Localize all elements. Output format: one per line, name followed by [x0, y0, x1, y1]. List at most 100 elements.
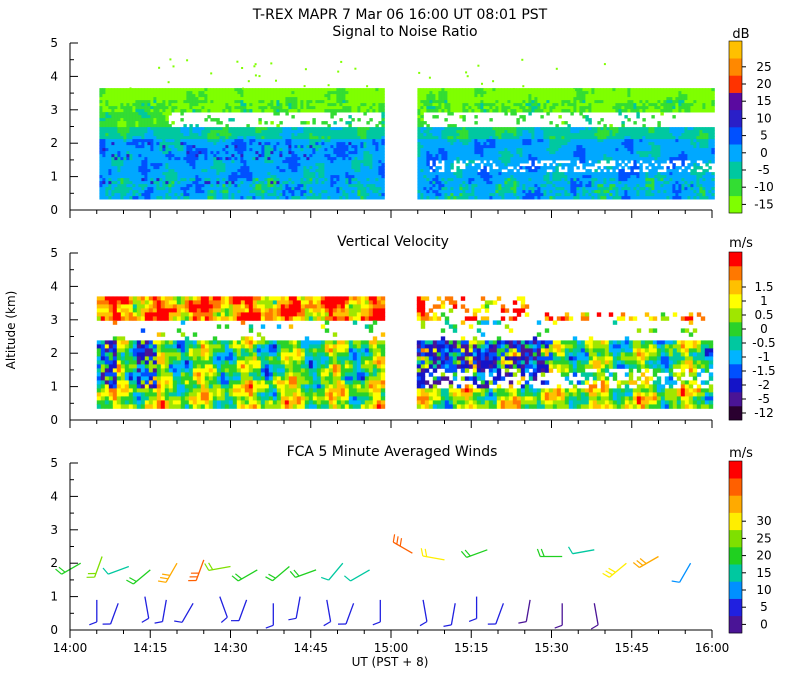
colorbar-swatch: [729, 378, 742, 393]
colorbar-swatch: [729, 495, 742, 513]
wind-barb-1-12: [422, 599, 428, 622]
y-tick-label: 3: [50, 103, 58, 117]
colorbar-tick-label: 5: [760, 129, 768, 143]
wind-barb-0-5: [195, 559, 205, 581]
wind-barb-0-4: [165, 562, 178, 583]
x-axis-label: UT (PST + 8): [352, 655, 429, 669]
colorbar-tick-label: 1.5: [754, 280, 773, 294]
colorbar-swatch: [729, 308, 742, 323]
velocity-panel: Vertical Velocity 0 1 2 3 4 5 m/s -12-5-2-1.5…: [50, 234, 776, 428]
colorbar-swatch: [729, 322, 742, 337]
colorbar-tick-label: 10: [756, 583, 771, 597]
colorbar-swatch: [729, 127, 742, 145]
colorbar-tick-label: -5: [758, 163, 770, 177]
wind-barb-1-4: [181, 602, 194, 623]
colorbar-tick-label: 20: [756, 549, 771, 563]
wind-barb-0-19: [679, 562, 692, 583]
velocity-colorbar: -12-5-2-1.5-1-0.500.511.5: [728, 251, 776, 421]
x-tick-label: 15:00: [374, 641, 409, 655]
wind-barb-0-13: [422, 555, 445, 561]
colorbar-swatch: [729, 564, 742, 582]
wind-barb-1-1: [109, 603, 119, 625]
colorbar-swatch: [729, 92, 742, 111]
colorbar-tick-label: -1: [758, 350, 770, 364]
y-tick-label: 2: [50, 136, 58, 150]
colorbar-tick-label: 10: [756, 111, 771, 125]
winds-colorbar: 0 5 10 15 20 25 30: [728, 460, 772, 634]
snr-title: Signal to Noise Ratio: [332, 24, 477, 40]
colorbar-swatch: [729, 109, 742, 128]
wind-barb-1-9: [326, 599, 332, 622]
wind-barb-0-0: [61, 562, 82, 575]
colorbar-swatch: [729, 512, 742, 531]
wind-barb-0-16: [572, 549, 595, 555]
y-tick-label: 2: [50, 556, 58, 570]
wind-barb-0-7: [237, 569, 258, 582]
colorbar-tick-label: 25: [756, 531, 771, 545]
colorbar-tick-label: 5: [760, 600, 768, 614]
colorbar-swatch: [729, 406, 742, 421]
snr-data: [99, 58, 715, 200]
wind-barb-0-2: [107, 565, 130, 575]
colorbar-tick-label: 15: [756, 94, 771, 108]
colorbar-tick-label: 20: [756, 77, 771, 91]
y-tick-label: 2: [50, 346, 58, 360]
colorbar-swatch: [729, 615, 742, 634]
wind-barb-1-2: [144, 596, 150, 619]
y-tick-label: 0: [50, 623, 58, 637]
x-tick-label: 15:15: [454, 641, 489, 655]
y-tick-label: 1: [50, 170, 58, 184]
wind-barb-0-11: [350, 569, 370, 582]
x-tick-label: 15:45: [614, 641, 649, 655]
colorbar-tick-label: 15: [756, 566, 771, 580]
colorbar-swatch: [729, 294, 742, 309]
wind-barb-1-18: [593, 603, 599, 626]
colorbar-swatch: [729, 478, 742, 496]
y-tick-label: 4: [50, 69, 58, 83]
snr-panel: Signal to Noise Ratio 0 1 2 3 4 5 dB -15 -10 -5…: [50, 24, 774, 218]
x-tick-label: 16:00: [695, 641, 730, 655]
y-tick-label: 5: [50, 456, 58, 470]
wind-barb-0-12: [392, 541, 413, 554]
velocity-colorbar-units: m/s: [729, 236, 753, 251]
winds-title: FCA 5 Minute Averaged Winds: [287, 444, 498, 460]
colorbar-swatch: [729, 529, 742, 548]
wind-barb-1-15: [495, 603, 505, 625]
colorbar-swatch: [729, 280, 742, 295]
colorbar-swatch: [729, 598, 742, 617]
y-tick-label: 4: [50, 279, 58, 293]
colorbar-swatch: [729, 350, 742, 365]
velocity-title: Vertical Velocity: [337, 234, 449, 250]
wind-barb-0-8: [272, 566, 290, 582]
y-tick-label: 3: [50, 523, 58, 537]
colorbar-tick-label: 0: [760, 617, 768, 631]
wind-barb-1-6: [238, 599, 248, 621]
wind-barb-1-3: [161, 599, 167, 622]
snr-colorbar-units: dB: [732, 27, 749, 42]
colorbar-swatch: [729, 266, 742, 281]
x-tick-label: 14:30: [213, 641, 248, 655]
colorbar-tick-label: -2: [758, 378, 770, 392]
winds-panel: FCA 5 Minute Averaged Winds 0 1 2 3 4 5 m/s 0…: [50, 444, 772, 638]
colorbar-swatch: [729, 581, 742, 599]
colorbar-tick-label: 30: [756, 514, 771, 528]
colorbar-tick-label: 0.5: [754, 308, 773, 322]
y-tick-label: 0: [50, 203, 58, 217]
y-tick-label: 1: [50, 590, 58, 604]
winds-axes: 0 1 2 3 4 5: [50, 456, 713, 638]
velocity-axes: 0 1 2 3 4 5: [50, 246, 713, 428]
wind-barb-1-8: [295, 596, 301, 619]
x-tick-label: 15:30: [534, 641, 569, 655]
colorbar-tick-label: 0: [760, 146, 768, 160]
y-tick-label: 1: [50, 380, 58, 394]
velocity-data: [96, 296, 714, 409]
y-tick-label: 4: [50, 489, 58, 503]
colorbar-swatch: [729, 195, 742, 214]
figure-title: T-REX MAPR 7 Mar 06 16:00 UT 08:01 PST: [252, 7, 548, 23]
snr-colorbar: -15 -10 -5 0 5 10 15 20 25: [728, 40, 774, 214]
colorbar-swatch: [729, 58, 742, 76]
y-tick-label: 0: [50, 413, 58, 427]
wind-barb-1-16: [525, 599, 531, 622]
y-tick-label: 5: [50, 36, 58, 50]
x-tick-label: 14:00: [53, 641, 88, 655]
